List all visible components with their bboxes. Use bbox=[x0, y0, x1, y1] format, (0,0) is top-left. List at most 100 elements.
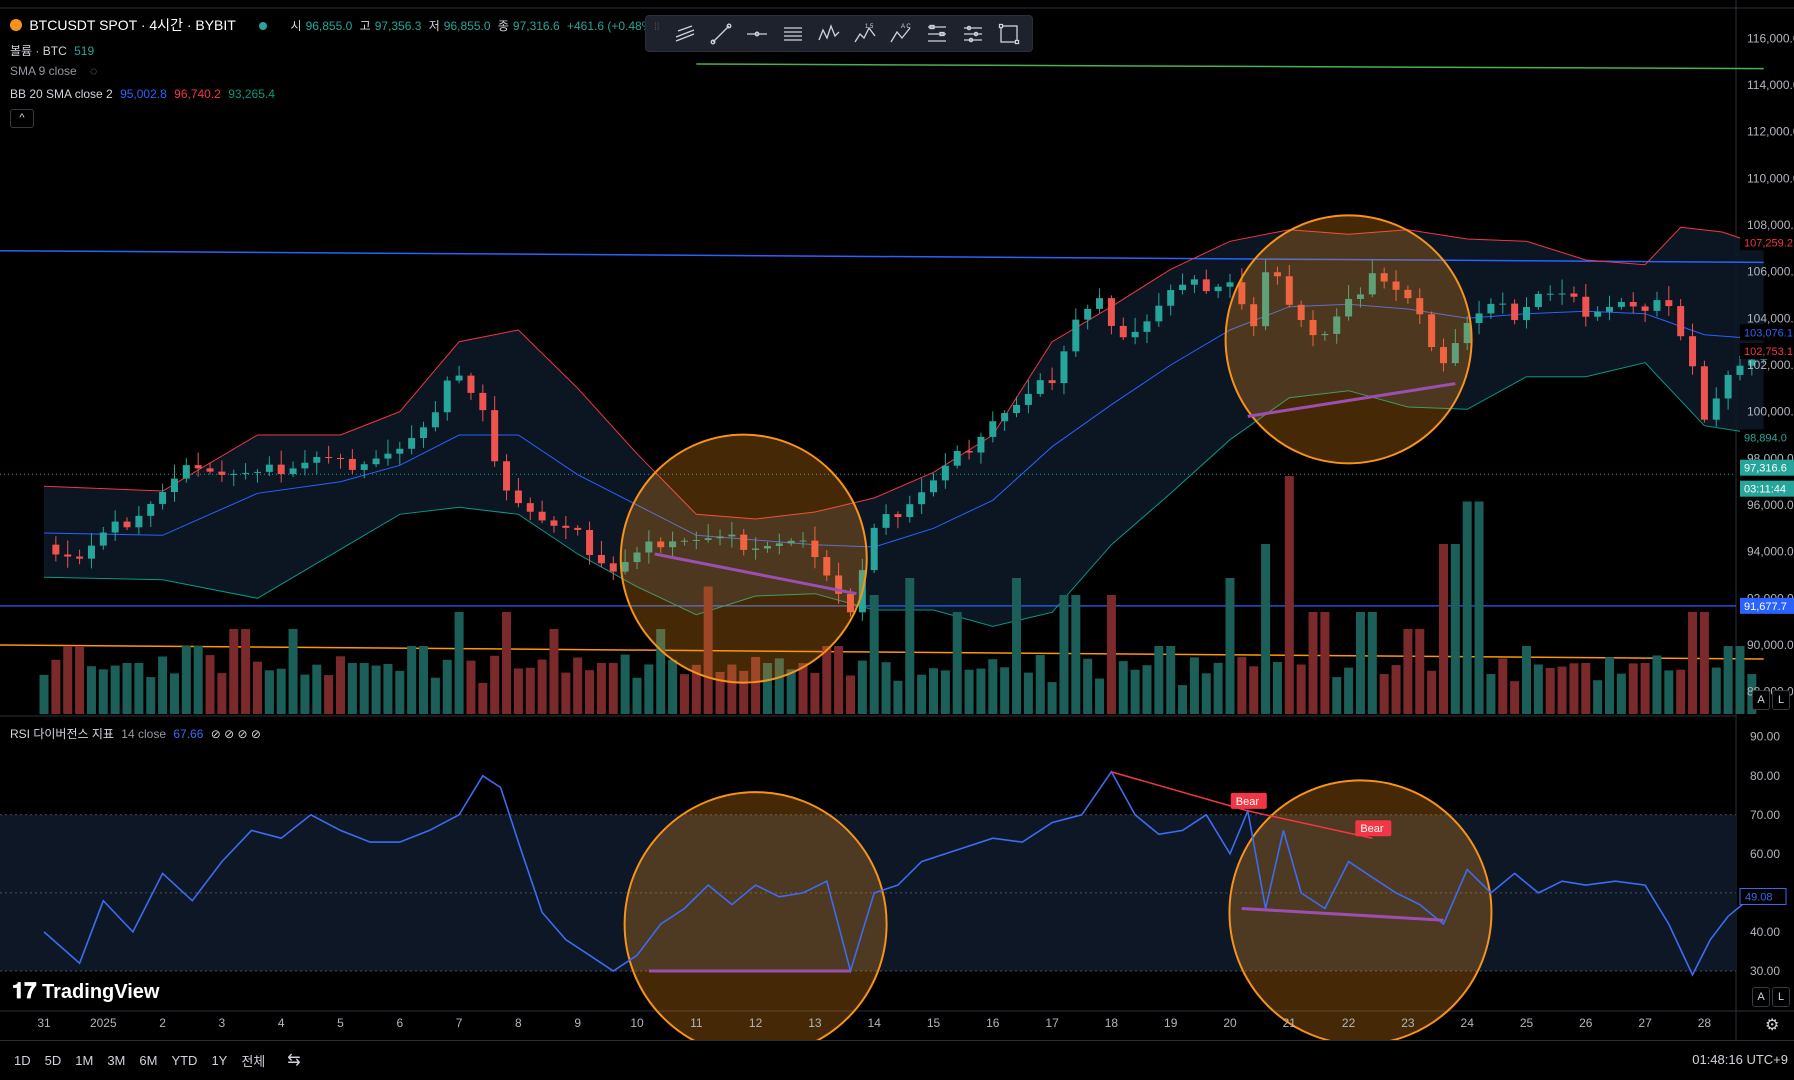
sma-legend[interactable]: SMA 9 close ◌ bbox=[10, 64, 101, 78]
volume-bar bbox=[383, 664, 393, 714]
lower-band-badge-bg bbox=[1740, 429, 1794, 446]
high-value: 97,356.3 bbox=[374, 19, 422, 33]
candle-body bbox=[930, 480, 937, 493]
volume-bar bbox=[110, 665, 120, 714]
candle-body bbox=[1238, 282, 1246, 305]
candle-body bbox=[586, 529, 594, 555]
volume-bar bbox=[1213, 662, 1223, 714]
price-divergence-line bbox=[654, 552, 857, 596]
settings-list-icon[interactable] bbox=[960, 20, 987, 48]
candle-body bbox=[467, 375, 475, 393]
candle-body bbox=[609, 563, 617, 572]
candle-body bbox=[265, 464, 273, 472]
rsi-legend[interactable]: RSI 다이버전스 지표 14 close 67.66 ⊘ ⊘ ⊘ ⊘ bbox=[10, 725, 265, 742]
svg-text:1 5: 1 5 bbox=[865, 24, 874, 30]
volume-bar bbox=[810, 672, 820, 714]
volume-bar bbox=[762, 663, 772, 714]
time-tick-label: 14 bbox=[868, 1016, 882, 1030]
candle-body bbox=[384, 453, 392, 459]
candle-body bbox=[1534, 293, 1542, 308]
candle-body bbox=[894, 514, 902, 518]
candle-body bbox=[787, 540, 795, 544]
candle-body bbox=[1143, 321, 1151, 332]
candle-body bbox=[1226, 282, 1234, 287]
range-1m[interactable]: 1M bbox=[75, 1052, 94, 1068]
goto-date-icon[interactable]: ⇆ bbox=[287, 1052, 301, 1069]
volume-bar bbox=[1427, 670, 1437, 714]
candle-body bbox=[1523, 307, 1530, 321]
candle-body bbox=[230, 473, 238, 475]
price-tick-label: 116,000.0 bbox=[1747, 31, 1794, 45]
chart-settings-icon[interactable]: ⚙ bbox=[1765, 1017, 1780, 1034]
volume-bar bbox=[1474, 501, 1484, 714]
volume-bar bbox=[917, 674, 927, 714]
multi-line-icon[interactable] bbox=[672, 20, 699, 48]
chart-pattern-icon[interactable] bbox=[816, 20, 843, 48]
eye-off-icon[interactable]: ◌ bbox=[90, 64, 98, 78]
elliott-ac-icon[interactable]: A C bbox=[888, 20, 915, 48]
candle-body bbox=[1689, 336, 1697, 367]
bear-label-bg bbox=[1230, 792, 1267, 809]
range-3m[interactable]: 3M bbox=[107, 1052, 126, 1068]
volume-bar bbox=[1035, 654, 1045, 714]
clock[interactable]: 01:48:16 UTC+9 bbox=[1692, 1052, 1788, 1067]
candle-body bbox=[420, 427, 428, 439]
candle-body bbox=[1736, 365, 1744, 375]
volume-bar bbox=[264, 670, 274, 714]
volume-bar bbox=[478, 682, 488, 714]
price-tick-label: 104,000.0 bbox=[1747, 311, 1794, 325]
bb-legend[interactable]: BB 20 SMA close 2 95,002.8 96,740.2 93,2… bbox=[10, 87, 279, 101]
range-5d[interactable]: 5D bbox=[44, 1052, 62, 1068]
price-tick-label: 100,000.0 bbox=[1747, 405, 1794, 419]
volume-bar bbox=[1355, 612, 1365, 714]
volume-bar bbox=[537, 659, 547, 714]
candle-body bbox=[550, 520, 558, 526]
drag-handle-icon[interactable]: ⁞⁞ bbox=[654, 21, 660, 33]
time-tick-label: 2 bbox=[159, 1016, 166, 1030]
range-ytd[interactable]: YTD bbox=[171, 1052, 198, 1068]
auto-scale-button[interactable]: A bbox=[1752, 690, 1770, 710]
log-scale-button[interactable]: L bbox=[1772, 690, 1790, 710]
range-6m[interactable]: 6M bbox=[139, 1052, 158, 1068]
basis-badge: 102,753.1 bbox=[1744, 346, 1793, 358]
symbol-title[interactable]: BTCUSDT SPOT · 4시간 · BYBIT bbox=[29, 17, 236, 33]
rsi-value: 67.66 bbox=[173, 727, 204, 741]
candle-body bbox=[680, 540, 688, 542]
collapse-legend-button[interactable]: ^ bbox=[10, 109, 34, 128]
range-all[interactable]: 전체 bbox=[241, 1053, 266, 1069]
elliott-15-icon[interactable]: 1 5 bbox=[852, 20, 879, 48]
time-tick-label: 2025 bbox=[90, 1016, 117, 1030]
rect-select-icon[interactable] bbox=[996, 20, 1023, 48]
candle-body bbox=[1036, 380, 1044, 394]
volume-legend[interactable]: 볼륨 · BTC 519 bbox=[10, 42, 98, 59]
time-tick-label: 16 bbox=[986, 1016, 1000, 1030]
candle-body bbox=[1380, 273, 1388, 282]
candle-body bbox=[918, 492, 926, 505]
volume-bar bbox=[1533, 664, 1543, 714]
fib-list-icon[interactable] bbox=[924, 20, 951, 48]
range-1y[interactable]: 1Y bbox=[211, 1052, 228, 1068]
candle-body bbox=[1724, 374, 1732, 399]
candle-body bbox=[1451, 343, 1459, 364]
volume-bar bbox=[146, 677, 156, 714]
tradingview-logo[interactable]: 𝟏𝟕 TradingView bbox=[12, 978, 160, 1003]
volume-bar bbox=[929, 668, 938, 714]
volume-bar bbox=[1095, 678, 1105, 714]
candle-body bbox=[443, 380, 451, 413]
time-tick-label: 5 bbox=[337, 1016, 344, 1030]
bear-divergence-line bbox=[1111, 771, 1248, 812]
candle-body bbox=[1119, 325, 1127, 338]
trend-line-icon[interactable] bbox=[708, 20, 735, 48]
rsi-log-scale-button[interactable]: L bbox=[1772, 987, 1790, 1007]
volume-bar bbox=[1545, 668, 1555, 714]
rsi-auto-scale-button[interactable]: A bbox=[1752, 987, 1770, 1007]
lines-icon[interactable] bbox=[780, 20, 807, 48]
range-1d[interactable]: 1D bbox=[14, 1052, 31, 1068]
volume-bar bbox=[419, 646, 429, 714]
candle-body bbox=[811, 540, 819, 558]
price-tick-label: 114,000.0 bbox=[1747, 78, 1794, 92]
candle-body bbox=[1131, 331, 1139, 338]
horizontal-ray-icon[interactable] bbox=[744, 20, 771, 48]
candle-body bbox=[633, 552, 641, 563]
